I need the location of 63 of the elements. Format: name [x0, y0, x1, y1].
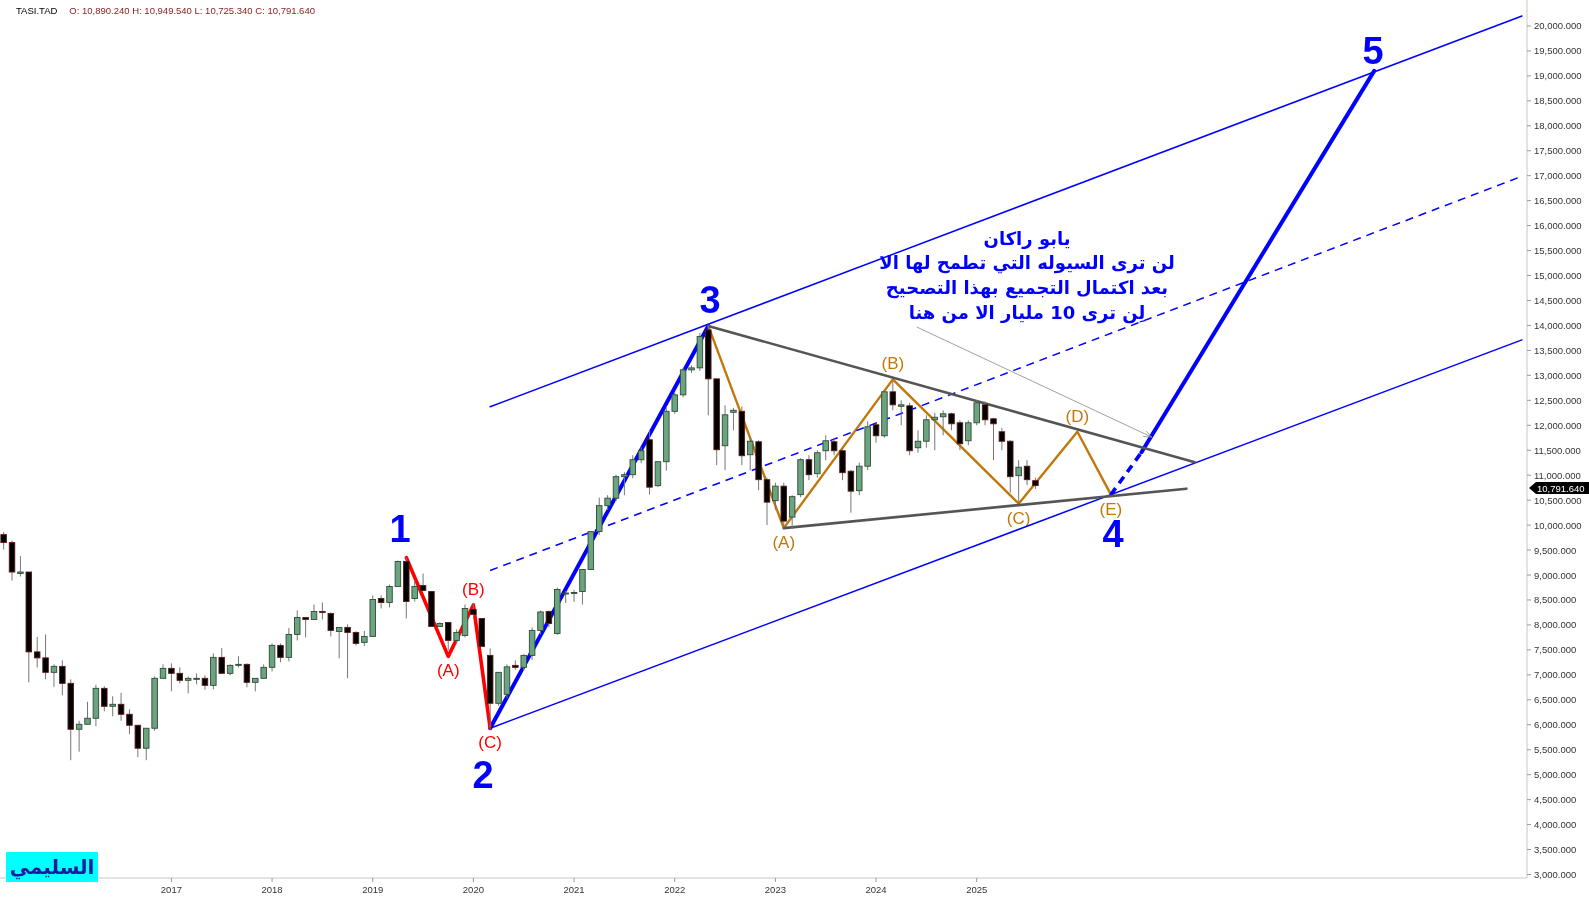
- data-label: (A): [436, 661, 460, 681]
- chart-title: TASI.TAD: [16, 5, 58, 16]
- y-tick-label: 11,500.000: [1534, 444, 1581, 456]
- x-tick-label: 2020: [462, 884, 484, 895]
- y-tick-label: 15,500.000: [1534, 245, 1582, 257]
- y-tick-label: 10,000.000: [1534, 519, 1582, 531]
- y-tick-label: 6,500.000: [1534, 694, 1577, 706]
- data-label: (B): [462, 579, 485, 599]
- x-tick-label: 2017: [160, 884, 182, 895]
- y-tick-label: 18,000.000: [1534, 120, 1582, 132]
- annotation: 2: [472, 754, 494, 796]
- y-tick-label: 8,500.000: [1534, 594, 1577, 606]
- data-label: (C): [478, 733, 502, 753]
- y-tick-label: 12,500.000: [1534, 394, 1582, 406]
- y-tick-label: 11,000.000: [1534, 469, 1581, 481]
- y-tick-label: 14,500.000: [1534, 294, 1582, 306]
- y-tick-label: 18,500.000: [1534, 95, 1582, 107]
- y-tick-label: 10,500.000: [1534, 494, 1582, 506]
- x-tick-label: 2019: [362, 884, 384, 895]
- annotation: لِن ترى 10 مليار الا من هنا: [908, 302, 1146, 324]
- y-tick-label: 16,000.000: [1534, 220, 1582, 232]
- signature: السليمي: [6, 852, 98, 882]
- y-tick-label: 4,000.000: [1534, 819, 1577, 831]
- y-tick-label: 19,000.000: [1534, 70, 1582, 82]
- y-tick-label: 3,500.000: [1534, 844, 1577, 856]
- x-tick-label: 2021: [563, 884, 585, 895]
- x-tick-label: 2018: [261, 884, 283, 895]
- y-tick-label: 7,000.000: [1534, 669, 1577, 681]
- price-tag: 10,791.640: [1529, 482, 1589, 494]
- x-tick-label: 2022: [664, 884, 686, 895]
- y-tick-label: 17,000.000: [1534, 170, 1582, 182]
- annotation: بعد اكتمال التجميع بهذا التصحيح: [885, 277, 1169, 299]
- y-tick-label: 9,000.000: [1534, 569, 1577, 581]
- data-label: (A): [772, 533, 796, 553]
- x-tick-label: 2025: [966, 884, 988, 895]
- y-tick-label: 13,000.000: [1534, 369, 1582, 381]
- y-tick-label: 5,500.000: [1534, 744, 1577, 756]
- x-tick-label: 2024: [865, 884, 887, 895]
- annotation: يابو راكان: [983, 228, 1071, 250]
- data-label: (B): [881, 354, 905, 374]
- y-tick-label: 16,500.000: [1534, 195, 1582, 207]
- data-label: (D): [1065, 406, 1090, 426]
- annotation: 1: [389, 508, 411, 550]
- y-tick-label: 13,500.000: [1534, 344, 1582, 356]
- chart-subtitle: O: 10,890.240 H: 10,949.540 L: 10,725.340 C: 10,791.640: [69, 5, 315, 16]
- y-tick-label: 15,000.000: [1534, 270, 1582, 282]
- y-tick-label: 9,500.000: [1534, 544, 1577, 556]
- y-tick-label: 12,000.000: [1534, 419, 1582, 431]
- y-tick-label: 6,000.000: [1534, 719, 1577, 731]
- annotation: 5: [1362, 30, 1384, 72]
- y-tick-label: 3,000.000: [1534, 869, 1577, 881]
- data-label: (C): [1006, 508, 1031, 528]
- y-tick-label: 19,500.000: [1534, 45, 1582, 57]
- y-tick-label: 20,000.000: [1534, 20, 1582, 32]
- y-tick-label: 14,000.000: [1534, 319, 1582, 331]
- y-tick-label: 8,000.000: [1534, 619, 1577, 631]
- annotation: لن ترى السيوله التي تطمح لها الا: [879, 252, 1175, 274]
- annotation: 3: [699, 279, 721, 321]
- y-tick-label: 5,000.000: [1534, 769, 1577, 781]
- y-tick-label: 4,500.000: [1534, 794, 1577, 806]
- x-tick-label: 2023: [764, 884, 786, 895]
- y-tick-label: 17,500.000: [1534, 145, 1582, 157]
- y-tick-label: 7,500.000: [1534, 644, 1577, 656]
